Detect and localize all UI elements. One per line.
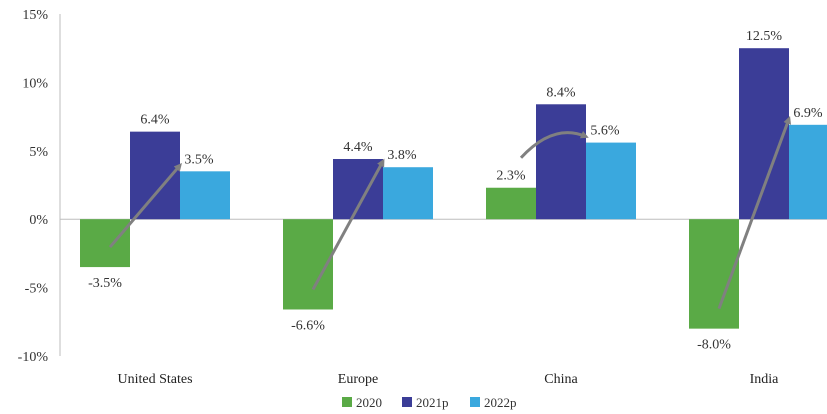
- category-label: India: [750, 372, 780, 387]
- legend: 2020 2021p 2022p: [342, 395, 517, 410]
- data-label: 4.4%: [343, 140, 373, 155]
- bar-2022p-united-states: [180, 171, 230, 220]
- bar-2022p-europe: [383, 167, 433, 220]
- y-tick-label: 5%: [29, 145, 48, 160]
- trend-arrow: [108, 163, 182, 249]
- legend-swatch: [342, 397, 352, 407]
- data-label: -8.0%: [697, 338, 731, 353]
- y-tick-label: -5%: [25, 282, 49, 297]
- data-label: 3.8%: [387, 148, 417, 163]
- data-label: 2.3%: [496, 169, 526, 184]
- category-label: Europe: [338, 372, 378, 387]
- bar-2021p-china: [536, 104, 586, 220]
- category-label: China: [544, 372, 578, 387]
- category-labels: United States Europe China India: [117, 372, 779, 387]
- bar-2022p-china: [586, 142, 636, 220]
- data-label: 6.9%: [793, 106, 823, 121]
- bar-2020-china: [486, 187, 536, 220]
- trend-arrow: [311, 158, 385, 291]
- trend-arrow: [717, 115, 792, 310]
- trend-arrows: [108, 115, 792, 310]
- data-label: 3.5%: [184, 152, 214, 167]
- trend-arrow: [519, 130, 589, 159]
- data-label: -6.6%: [291, 318, 325, 333]
- bars: [80, 48, 827, 329]
- category-label: United States: [117, 372, 192, 387]
- bar-2020-europe: [283, 219, 333, 310]
- bar-2020-united-states: [80, 219, 130, 268]
- y-tick-label: 10%: [22, 76, 48, 91]
- legend-label: 2020: [356, 395, 382, 410]
- bar-2021p-europe: [333, 159, 383, 220]
- legend-label: 2021p: [416, 395, 449, 410]
- data-label: 12.5%: [746, 29, 783, 44]
- data-labels: -3.5% 6.4% 3.5% -6.6% 4.4% 3.8% 2.3% 8.4% 5.6% -8…: [88, 29, 823, 352]
- legend-swatch: [470, 397, 480, 407]
- data-label: 5.6%: [590, 124, 620, 139]
- y-tick-label: -10%: [18, 350, 49, 365]
- data-label: -3.5%: [88, 276, 122, 291]
- bar-2021p-india: [739, 48, 789, 220]
- data-label: 8.4%: [546, 85, 576, 100]
- bar-2022p-india: [789, 124, 827, 220]
- y-tick-label: 0%: [29, 213, 48, 228]
- legend-swatch: [402, 397, 412, 407]
- y-tick-label: 15%: [22, 8, 48, 23]
- data-label: 6.4%: [140, 113, 170, 128]
- legend-label: 2022p: [484, 395, 517, 410]
